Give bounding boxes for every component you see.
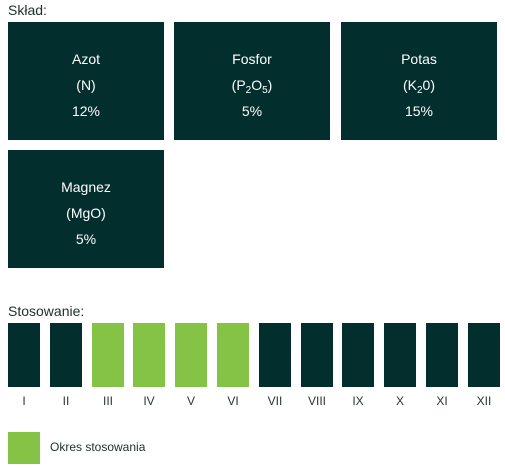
tile-magnesium: Magnez (MgO) 5% — [8, 150, 164, 268]
month-bar-ix — [342, 323, 374, 387]
month-label-i: I — [22, 394, 26, 408]
month-bar-xi — [426, 323, 458, 387]
tile-formula: (P2O5) — [231, 77, 273, 96]
month-label-viii: VIII — [307, 394, 326, 408]
month-bar-vi — [217, 323, 249, 387]
tile-name: Azot — [71, 51, 100, 67]
tile-name: Potas — [401, 51, 437, 67]
legend-swatch — [8, 432, 40, 464]
tile-formula: (N) — [76, 77, 96, 93]
month-label-iii: III — [102, 394, 113, 408]
month-label-ii: II — [62, 394, 70, 408]
month-bar-v — [175, 323, 207, 387]
application-heading: Stosowanie: — [8, 303, 85, 319]
month-label-ix: IX — [352, 394, 364, 408]
month-label-xi: XI — [436, 394, 448, 408]
month-bar-vii — [259, 323, 291, 387]
tile-potassium: Potas (K20) 15% — [341, 22, 497, 140]
tile-name: Fosfor — [232, 51, 272, 67]
month-label-x: X — [395, 394, 404, 408]
tile-value: 5% — [241, 103, 263, 119]
month-label-xii: XII — [476, 394, 492, 408]
month-bar-iii — [92, 323, 124, 387]
composition-heading: Skład: — [8, 2, 47, 18]
tile-phosphorus: Fosfor (P2O5) 5% — [174, 22, 330, 140]
legend-label: Okres stosowania — [50, 440, 146, 454]
month-label-vii: VII — [267, 394, 283, 408]
month-label-vi: VI — [227, 394, 239, 408]
tile-name: Magnez — [61, 179, 111, 195]
tile-value: 12% — [71, 103, 101, 119]
month-bar-xii — [468, 323, 500, 387]
month-bar-ii — [50, 323, 82, 387]
tile-nitrogen: Azot (N) 12% — [8, 22, 164, 140]
tile-formula: (MgO) — [66, 205, 106, 221]
month-bar-i — [8, 323, 40, 387]
month-bar-viii — [301, 323, 333, 387]
tile-value: 15% — [404, 103, 434, 119]
month-bar-x — [384, 323, 416, 387]
tile-formula: (K20) — [402, 77, 435, 96]
tile-value: 5% — [75, 231, 97, 247]
month-label-iv: IV — [143, 394, 155, 408]
month-label-v: V — [186, 394, 195, 408]
month-bar-iv — [133, 323, 165, 387]
